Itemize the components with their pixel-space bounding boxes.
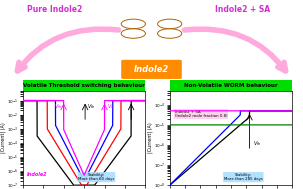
Text: Indole2 + SA
(Indole2 mole fraction 0.8): Indole2 + SA (Indole2 mole fraction 0.8) xyxy=(175,110,227,118)
Text: Volatile Threshold switching behaviour: Volatile Threshold switching behaviour xyxy=(23,83,145,88)
Text: Indole2: Indole2 xyxy=(26,172,47,177)
Y-axis label: |Current| (A): |Current| (A) xyxy=(0,123,6,153)
Text: Non-Volatile WORM behaviour: Non-Volatile WORM behaviour xyxy=(184,83,278,88)
Text: $V_{th}$: $V_{th}$ xyxy=(252,139,261,148)
FancyBboxPatch shape xyxy=(121,60,182,79)
Y-axis label: |Current| (A): |Current| (A) xyxy=(147,123,153,153)
Text: Stability:
More than 60 days: Stability: More than 60 days xyxy=(78,173,115,181)
Text: Stability:
More than 285 days: Stability: More than 285 days xyxy=(224,173,263,181)
Text: Pure Indole2: Pure Indole2 xyxy=(27,5,82,14)
Text: Indole2 + SA: Indole2 + SA xyxy=(215,5,270,14)
Text: $V_{th}$: $V_{th}$ xyxy=(107,102,115,111)
Text: $V_{th}$: $V_{th}$ xyxy=(54,102,63,111)
Text: Indole2: Indole2 xyxy=(134,65,169,74)
Text: $V_{th}$: $V_{th}$ xyxy=(87,102,96,111)
